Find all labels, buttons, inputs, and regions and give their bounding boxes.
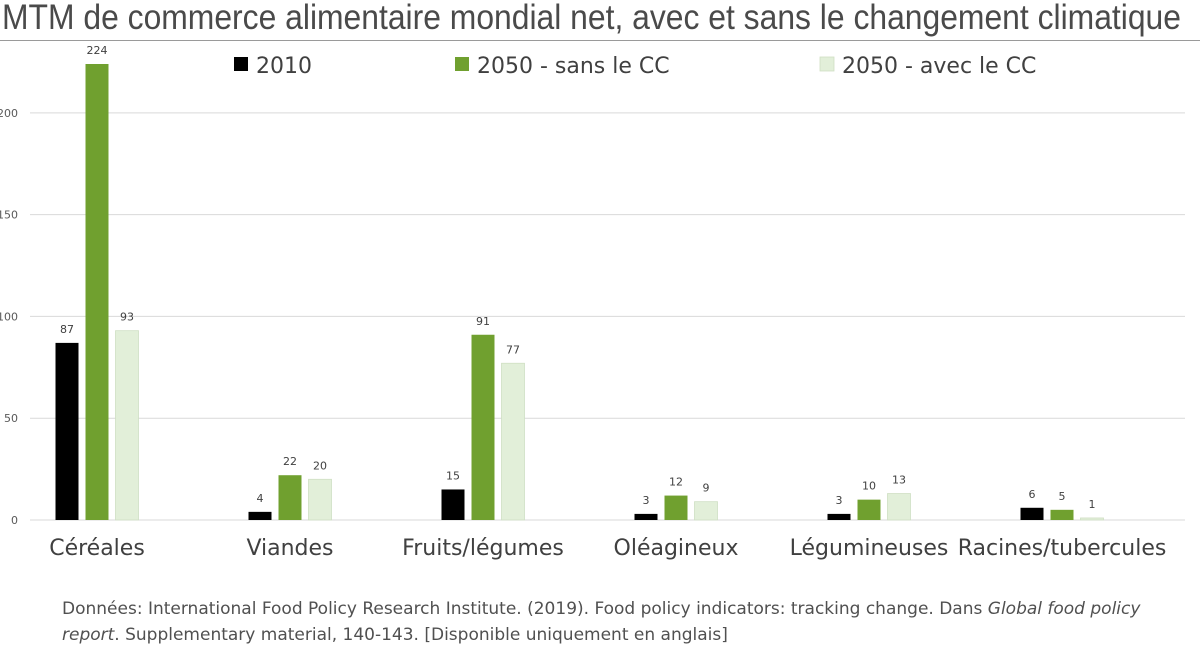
gridlines: [30, 112, 1185, 521]
data-label: 22: [283, 455, 297, 468]
bar: [857, 499, 881, 520]
bar: [634, 513, 658, 520]
y-tick-label: 200: [0, 107, 18, 120]
legend-label: 2050 - avec le CC: [842, 54, 1036, 79]
y-tick-label: 50: [4, 412, 18, 425]
bar: [308, 478, 332, 521]
bar: [694, 501, 718, 521]
data-label: 6: [1029, 488, 1036, 501]
x-tick-label: Fruits/légumes: [402, 536, 564, 561]
bar: [1020, 507, 1044, 520]
x-axis: Céréales Viandes Fruits/légumes Oléagineux L…: [49, 536, 1166, 561]
data-label: 77: [506, 343, 520, 356]
legend-label: 2050 - sans le CC: [477, 54, 670, 79]
title-divider: [0, 40, 1200, 41]
data-label: 87: [60, 323, 74, 336]
data-label: 5: [1059, 490, 1066, 503]
y-tick-label: 0: [11, 514, 18, 527]
data-label: 1: [1089, 498, 1096, 511]
data-label: 4: [257, 492, 264, 505]
legend-swatch: [819, 56, 835, 72]
data-label: 93: [120, 311, 134, 324]
data-label: 3: [643, 494, 650, 507]
y-axis: 0 50 100 150 200: [0, 107, 18, 527]
bar: [115, 330, 139, 521]
x-tick-label: Légumineuses: [790, 536, 949, 561]
bar: [501, 362, 525, 521]
legend-label: 2010: [256, 54, 312, 79]
bar: [664, 495, 688, 520]
y-tick-label: 100: [0, 310, 18, 323]
source-text: Données: International Food Policy Resea…: [62, 599, 988, 619]
legend-swatch: [234, 57, 248, 71]
bar: [471, 334, 495, 520]
data-label: 20: [313, 459, 327, 472]
bar: [1080, 517, 1104, 521]
y-tick-label: 150: [0, 209, 18, 222]
x-tick-label: Oléagineux: [614, 536, 739, 561]
x-tick-label: Viandes: [246, 536, 333, 561]
legend-swatch: [455, 57, 469, 71]
source-note: Données: International Food Policy Resea…: [62, 596, 1172, 648]
legend: 2010 2050 - sans le CC 2050 - avec le CC: [234, 54, 1036, 79]
data-label: 10: [862, 480, 876, 493]
bars: [55, 64, 1104, 521]
data-label: 13: [892, 474, 906, 487]
source-text-end: . Supplementary material, 140-143. [Disp…: [114, 625, 728, 645]
bar: [55, 342, 79, 520]
bar: [827, 513, 851, 520]
bar: [278, 475, 302, 520]
bar: [887, 493, 911, 521]
data-label: 15: [446, 469, 460, 482]
x-tick-label: Racines/tubercules: [958, 536, 1167, 561]
bar: [85, 64, 109, 520]
data-label: 91: [476, 315, 490, 328]
data-label: 9: [703, 482, 710, 495]
bar: [441, 489, 465, 520]
bar: [248, 511, 272, 520]
data-label: 224: [87, 44, 108, 57]
source-italic: Global food policy report: [62, 599, 1141, 645]
chart-title: MTM de commerce alimentaire mondial net,…: [2, 0, 1181, 37]
data-label: 12: [669, 476, 683, 489]
x-tick-label: Céréales: [49, 536, 145, 561]
data-label: 3: [836, 494, 843, 507]
bar: [1050, 509, 1074, 520]
